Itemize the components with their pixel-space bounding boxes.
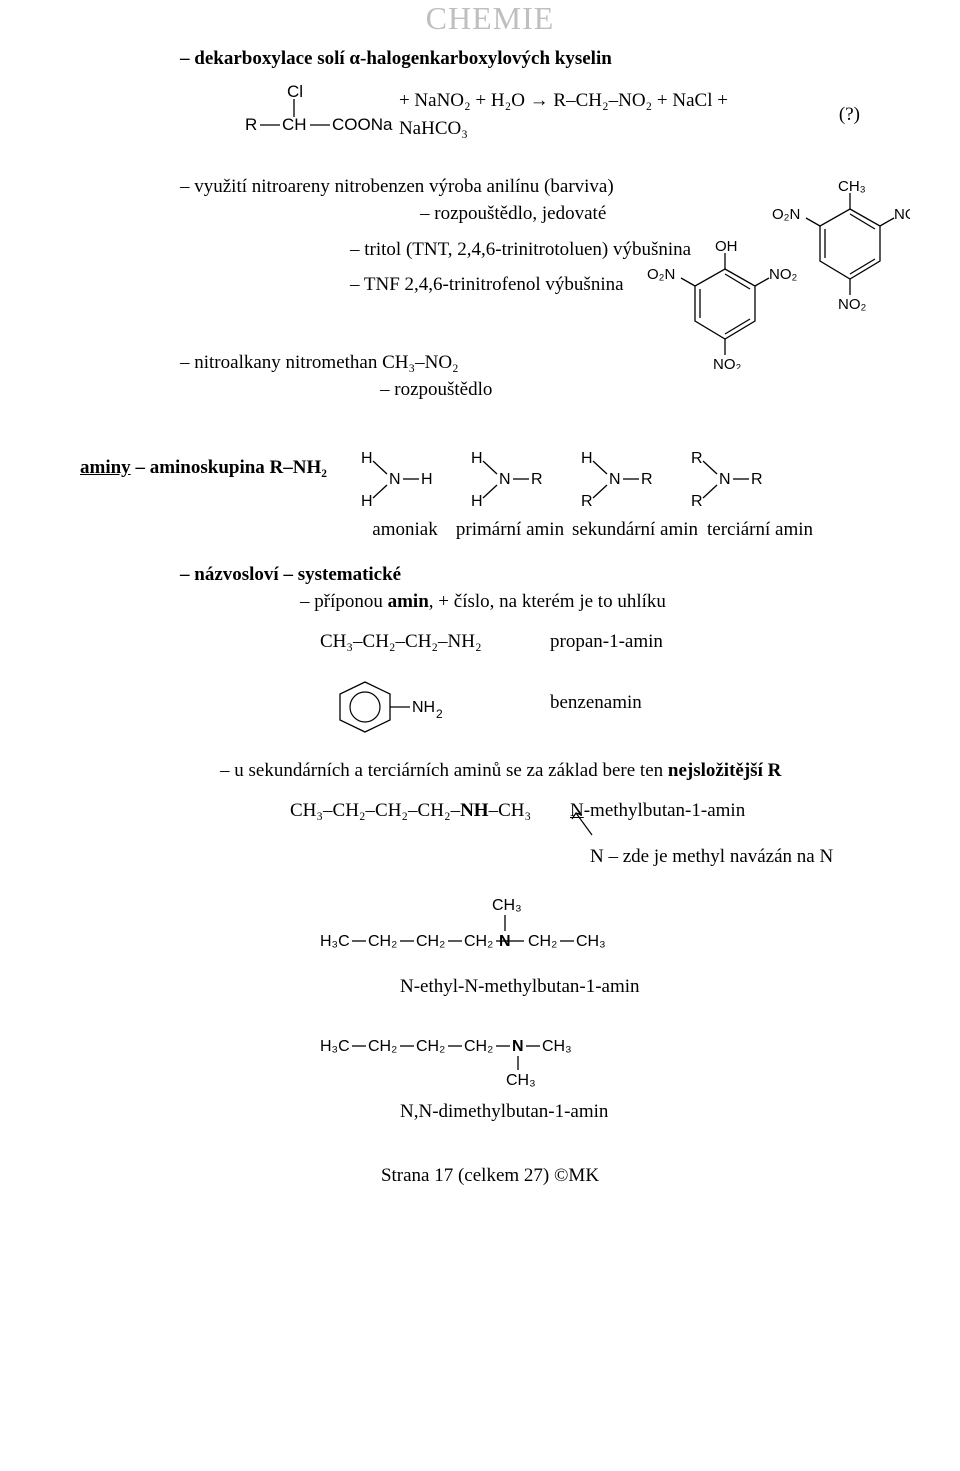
benzenamin-struct: NH 2 <box>320 667 470 737</box>
svg-text:H: H <box>361 450 373 467</box>
struct4: CH₃ H₃C CH₂ CH₂ CH₂ N CH₂ CH₃ <box>320 898 740 968</box>
nazvo-ex2: NH 2 benzenamin <box>320 667 860 737</box>
nazvo-ex3: CH₃–CH₂–CH₂–CH₂–NH–CH₃ N-methylbutan-1-a… <box>290 797 860 825</box>
svg-text:R: R <box>581 493 593 510</box>
svg-text:CH₂: CH₂ <box>464 1038 493 1055</box>
dekarb-eq-text: + NaNO₂ + H₂O → R–CH₂–NO₂ + NaCl + NaHCO… <box>399 87 789 142</box>
svg-text:CH₃: CH₃ <box>506 1072 536 1089</box>
nazvo-l2: – příponou amin, + číslo, na kterém je t… <box>300 588 860 616</box>
struct4-wrap: CH₃ H₃C CH₂ CH₂ CH₂ N CH₂ CH₃ <box>320 898 860 973</box>
svg-text:R: R <box>641 471 653 488</box>
nazvo-sek-line: – u sekundárních a terciárních aminů se … <box>220 757 860 785</box>
svg-text:N: N <box>609 471 621 488</box>
svg-text:NH: NH <box>412 699 435 716</box>
svg-text:NO₂: NO₂ <box>838 296 867 313</box>
n-arrow-icon <box>568 811 598 841</box>
dekarb-title: – dekarboxylace solí α-halogenkarboxylov… <box>180 45 860 73</box>
svg-text:CH₂: CH₂ <box>416 933 445 950</box>
svg-text:R: R <box>245 115 257 134</box>
svg-text:CH₂: CH₂ <box>368 933 397 950</box>
svg-text:CH₃: CH₃ <box>576 933 606 950</box>
struct5: H₃C CH₂ CH₂ CH₂ N CH₃ CH₃ <box>320 1021 680 1093</box>
svg-text:H: H <box>471 450 483 467</box>
svg-text:N: N <box>719 471 731 488</box>
svg-text:CH₃: CH₃ <box>838 178 866 195</box>
svg-text:N: N <box>512 1038 524 1055</box>
page-header: CHEMIE <box>120 0 860 37</box>
nazvo-ex1: CH₃–CH₂–CH₂–NH₂ propan-1-amin <box>320 628 860 656</box>
struct5-wrap: H₃C CH₂ CH₂ CH₂ N CH₃ CH₃ <box>320 1021 860 1098</box>
rchcl-coona-struct: R CH Cl COONa <box>240 85 395 145</box>
nazvo-l1: – názvosloví – systematické <box>180 561 860 589</box>
amine-structures: N H H H N H H R N H R R <box>347 444 787 514</box>
dekarb-qmark: (?) <box>789 101 860 129</box>
svg-text:N: N <box>499 471 511 488</box>
nazvo-ex4: N-ethyl-N-methylbutan-1-amin <box>400 973 860 1001</box>
svg-text:CH₃: CH₃ <box>492 898 522 914</box>
nazvo-note: N – zde je methyl navázán na N <box>590 843 860 871</box>
svg-text:Cl: Cl <box>287 85 303 101</box>
svg-text:COONa: COONa <box>332 115 393 134</box>
amine-captions: amoniak primární amin sekundární amin te… <box>360 519 860 541</box>
dekarb-equation: R CH Cl COONa + NaNO₂ + H₂O → R–CH₂–NO₂ … <box>240 85 860 145</box>
tnt-tnf-structures: CH₃ O₂N NO₂ NO₂ OH O₂N NO₂ <box>630 169 910 369</box>
svg-text:2: 2 <box>436 707 443 721</box>
svg-text:CH₂: CH₂ <box>464 933 493 950</box>
svg-text:CH₃: CH₃ <box>542 1038 572 1055</box>
nazvo-ex5: N,N-dimethylbutan-1-amin <box>400 1098 860 1126</box>
svg-text:N: N <box>389 471 401 488</box>
svg-text:N: N <box>499 933 511 950</box>
svg-text:O₂N: O₂N <box>647 266 675 283</box>
svg-text:H: H <box>581 450 593 467</box>
aminy-title-rest: – aminoskupina R–NH₂ <box>131 457 327 478</box>
svg-text:CH₂: CH₂ <box>368 1038 397 1055</box>
svg-text:H: H <box>471 493 483 510</box>
svg-text:CH: CH <box>282 115 307 134</box>
svg-text:H₃C: H₃C <box>320 933 350 950</box>
svg-text:H₃C: H₃C <box>320 1038 350 1055</box>
aminy-row: aminy – aminoskupina R–NH₂ N H H H N H H… <box>120 444 860 519</box>
svg-text:H: H <box>421 471 433 488</box>
svg-text:H: H <box>361 493 373 510</box>
svg-text:OH: OH <box>715 238 738 255</box>
svg-text:R: R <box>691 493 703 510</box>
page-footer: Strana 17 (celkem 27) ©MK <box>120 1165 860 1187</box>
svg-text:NO₂: NO₂ <box>713 356 742 369</box>
svg-text:R: R <box>751 471 763 488</box>
nitro-l6: – rozpouštědlo <box>380 376 860 404</box>
svg-text:CH₂: CH₂ <box>528 933 557 950</box>
svg-text:NO₂: NO₂ <box>894 206 910 223</box>
svg-text:R: R <box>691 450 703 467</box>
svg-text:O₂N: O₂N <box>772 206 800 223</box>
aminy-title-u: aminy <box>80 457 131 478</box>
svg-text:R: R <box>531 471 543 488</box>
svg-text:CH₂: CH₂ <box>416 1038 445 1055</box>
svg-text:NO₂: NO₂ <box>769 266 798 283</box>
